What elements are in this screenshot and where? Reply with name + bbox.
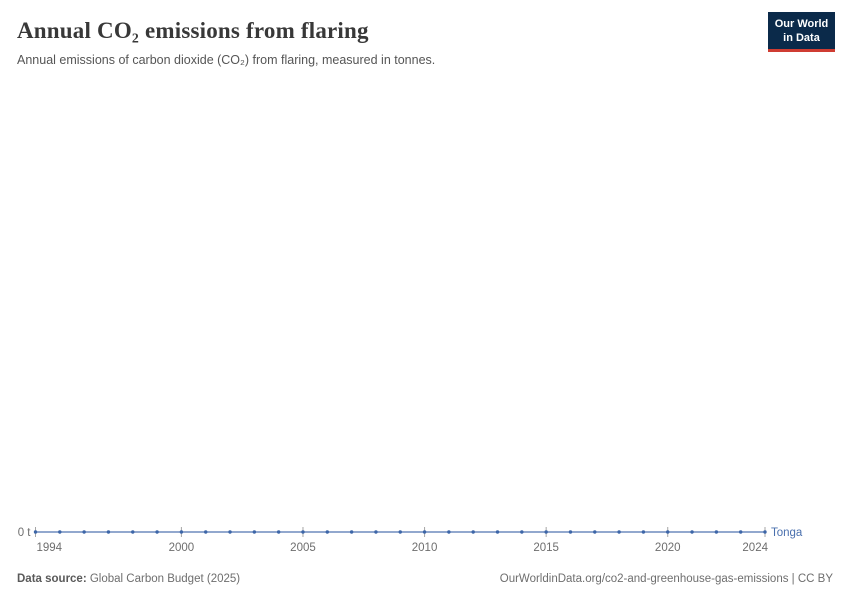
data-point[interactable] <box>179 530 184 534</box>
y-axis-label: 0 t <box>18 527 32 539</box>
data-source-note: Data source: Global Carbon Budget (2025) <box>17 572 240 586</box>
data-point[interactable] <box>58 530 62 534</box>
data-source-value: Global Carbon Budget (2025) <box>86 573 241 585</box>
x-axis-label: 2010 <box>412 542 438 554</box>
data-point[interactable] <box>325 530 329 534</box>
data-point[interactable] <box>422 530 427 534</box>
data-point[interactable] <box>641 530 646 534</box>
data-point[interactable] <box>82 530 86 534</box>
data-source-label: Data source: <box>17 573 87 585</box>
data-point[interactable] <box>593 530 597 534</box>
x-axis-label: 1994 <box>37 542 63 554</box>
data-point[interactable] <box>714 530 719 534</box>
data-point[interactable] <box>617 530 621 534</box>
data-point[interactable] <box>155 530 159 534</box>
data-point[interactable] <box>301 530 305 534</box>
data-point[interactable] <box>33 530 38 534</box>
x-axis-label: 2005 <box>290 542 316 554</box>
x-axis-label: 2024 <box>742 542 768 554</box>
data-point[interactable] <box>106 530 111 534</box>
chart-subtitle: Annual emissions of carbon dioxide (CO₂)… <box>17 53 436 67</box>
data-point[interactable] <box>495 530 500 534</box>
data-point[interactable] <box>568 530 573 534</box>
data-point[interactable] <box>738 530 743 534</box>
x-axis-label: 2020 <box>655 542 681 554</box>
data-point[interactable] <box>276 530 281 534</box>
data-point[interactable] <box>471 530 475 534</box>
owid-logo-line2: in Data <box>783 31 820 44</box>
data-point[interactable] <box>666 530 670 534</box>
chart-footer: Data source: Global Carbon Budget (2025)… <box>17 572 833 586</box>
data-point[interactable] <box>204 530 208 534</box>
data-point[interactable] <box>763 530 767 534</box>
data-point[interactable] <box>374 530 378 534</box>
data-point[interactable] <box>349 530 354 534</box>
x-axis-label: 2000 <box>169 542 195 554</box>
data-point[interactable] <box>447 530 451 534</box>
owid-logo-line1: Our World <box>774 17 829 30</box>
x-axis-label: 2015 <box>533 542 559 554</box>
owid-logo[interactable]: Our World in Data <box>768 12 835 52</box>
data-point[interactable] <box>544 530 548 534</box>
data-point[interactable] <box>252 530 257 534</box>
chart-title: Annual CO₂ emissions from flaring <box>17 18 369 43</box>
chart-header: Annual CO₂ emissions from flaring Annual… <box>17 17 750 68</box>
data-point[interactable] <box>690 530 694 534</box>
data-point[interactable] <box>228 530 232 534</box>
entity-label[interactable]: Tonga <box>771 527 803 539</box>
data-point[interactable] <box>398 530 402 534</box>
data-point[interactable] <box>520 530 524 534</box>
license-note: OurWorldinData.org/co2-and-greenhouse-ga… <box>499 573 833 585</box>
data-point[interactable] <box>131 530 135 534</box>
